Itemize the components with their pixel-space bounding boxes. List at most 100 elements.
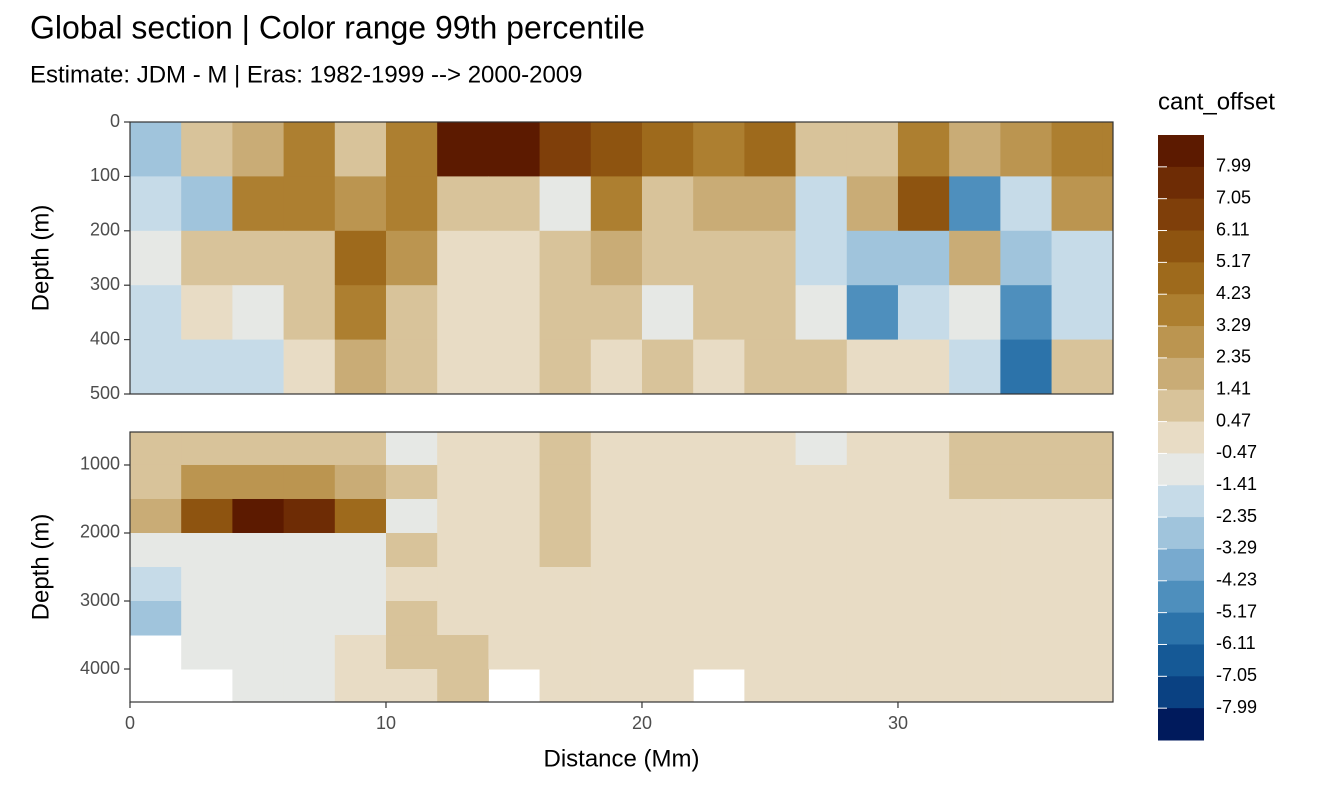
contour-cell [437,176,489,232]
contour-cell [437,532,489,568]
contour-cell [590,532,643,568]
legend-swatch [1158,548,1204,582]
contour-cell [590,498,643,534]
contour-cell [181,635,233,670]
contour-cell [130,122,182,177]
contour-cell [1051,601,1104,636]
contour-cell [539,176,592,232]
contour-cell [1000,464,1053,500]
legend-swatch [1158,198,1204,232]
contour-cell [1102,669,1113,702]
legend-swatch [1158,580,1204,614]
contour-cell [130,285,182,341]
contour-cell [385,464,438,500]
contour-cell [385,176,438,232]
legend-label: -6.11 [1216,633,1256,653]
y-tick-label: 1000 [80,454,120,474]
contour-cell [744,432,797,466]
contour-cell [1102,432,1113,466]
x-tick-label: 30 [888,713,908,733]
contour-cell [385,532,438,568]
contour-cell [641,635,694,670]
contour-cell [283,601,336,636]
contour-cell [949,601,1001,636]
contour-cell [488,176,541,232]
legend-swatch [1158,357,1204,391]
contour-cell [232,176,285,232]
contour-cell [795,601,848,636]
contour-cell [181,122,233,177]
contour-cell [437,498,489,534]
contour-cell [897,285,950,341]
contour-cell [590,176,643,232]
y-tick-label: 3000 [80,590,120,610]
contour-cell [846,122,899,177]
contour-cell [539,567,592,602]
contour-cell [1000,635,1053,670]
contour-cell [539,532,592,568]
contour-cell [1051,432,1104,466]
chart-title: Global section | Color range 99th percen… [30,9,645,45]
legend-label: 7.05 [1216,187,1251,207]
contour-cell [590,464,643,500]
legend-swatch [1158,262,1204,295]
contour-cell [385,567,438,602]
field [130,432,1113,702]
contour-cell [1102,339,1113,394]
contour-cell [897,432,950,466]
contour-cell [232,601,285,636]
contour-cell [590,122,643,177]
legend-swatch [1158,294,1204,327]
legend-swatch [1158,166,1204,200]
contour-cell [590,285,643,341]
contour-cell [232,339,285,394]
contour-cell [232,669,285,702]
contour-cell [437,230,489,286]
legend-label: 4.23 [1216,283,1251,303]
contour-cell [897,339,950,394]
contour-cell [283,635,336,670]
contour-cell [949,464,1001,500]
contour-cell [897,532,950,568]
contour-cell [949,285,1001,341]
contour-cell [334,122,387,177]
contour-cell [283,432,336,466]
contour-cell [897,176,950,232]
contour-cell [897,122,950,177]
legend-swatch [1158,135,1204,168]
y-tick-label: 200 [90,220,120,240]
contour-cell [949,176,1001,232]
legend-swatch [1158,676,1204,709]
contour-cell [693,635,745,670]
contour-cell [283,669,336,702]
contour-cell [488,122,541,177]
contour-cell [693,230,745,286]
contour-cell [949,230,1001,286]
contour-cell [949,567,1001,602]
y-tick-label: 0 [110,111,120,131]
contour-cell [181,432,233,466]
contour-cell [949,122,1001,177]
contour-cell [283,567,336,602]
contour-cell [232,285,285,341]
contour-cell [641,498,694,534]
contour-cell [846,669,899,702]
contour-cell [334,669,387,702]
chart-subtitle: Estimate: JDM - M | Eras: 1982-1999 --> … [30,61,582,88]
contour-cell [846,339,899,394]
contour-cell [488,567,541,602]
contour-cell [846,176,899,232]
contour-cell [232,122,285,177]
contour-cell [232,532,285,568]
contour-cell [641,339,694,394]
contour-cell [385,339,438,394]
contour-cell [232,432,285,466]
contour-cell [488,230,541,286]
contour-cell [1102,532,1113,568]
contour-cell [130,601,182,636]
contour-cell [334,498,387,534]
contour-cell [488,532,541,568]
contour-cell [1000,669,1053,702]
contour-cell [1051,230,1104,286]
